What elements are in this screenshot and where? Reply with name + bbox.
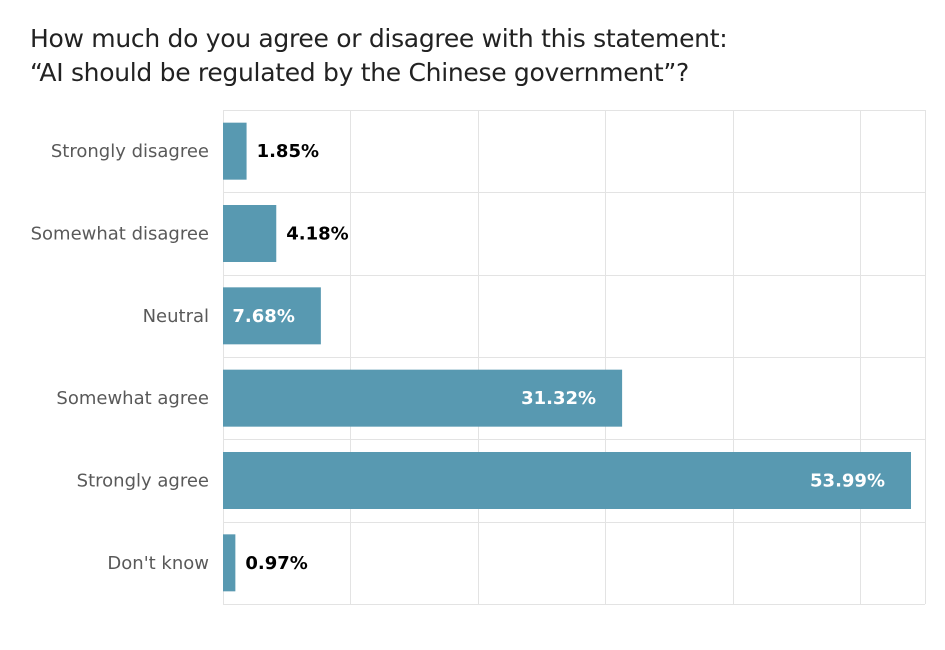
bar-don-t-know bbox=[223, 534, 236, 592]
value-label: 4.18% bbox=[286, 224, 348, 245]
category-label: Neutral bbox=[143, 306, 209, 327]
bars bbox=[223, 122, 911, 592]
chart-title: How much do you agree or disagree with t… bbox=[30, 22, 930, 90]
bar-strongly-disagree bbox=[223, 122, 247, 180]
value-label: 0.97% bbox=[245, 553, 307, 574]
bar-somewhat-disagree bbox=[223, 205, 277, 262]
category-label: Somewhat agree bbox=[56, 388, 209, 409]
category-label: Somewhat disagree bbox=[31, 224, 209, 245]
value-label: 31.32% bbox=[521, 388, 596, 409]
chart-title-line-2: “AI should be regulated by the Chinese g… bbox=[30, 58, 689, 87]
bar-somewhat-agree bbox=[223, 369, 623, 427]
bar-neutral bbox=[223, 287, 321, 345]
bar-strongly-agree bbox=[223, 452, 911, 509]
gridlines bbox=[223, 110, 926, 605]
labels: Strongly disagree 1.85% Somewhat disagree 4… bbox=[31, 141, 885, 574]
value-label: 1.85% bbox=[257, 141, 319, 162]
value-label: 53.99% bbox=[810, 471, 885, 492]
category-label: Don't know bbox=[107, 553, 209, 574]
category-label: Strongly agree bbox=[77, 471, 209, 492]
value-label: 7.68% bbox=[232, 306, 294, 327]
chart-title-line-1: How much do you agree or disagree with t… bbox=[30, 24, 728, 53]
category-label: Strongly disagree bbox=[51, 141, 209, 162]
